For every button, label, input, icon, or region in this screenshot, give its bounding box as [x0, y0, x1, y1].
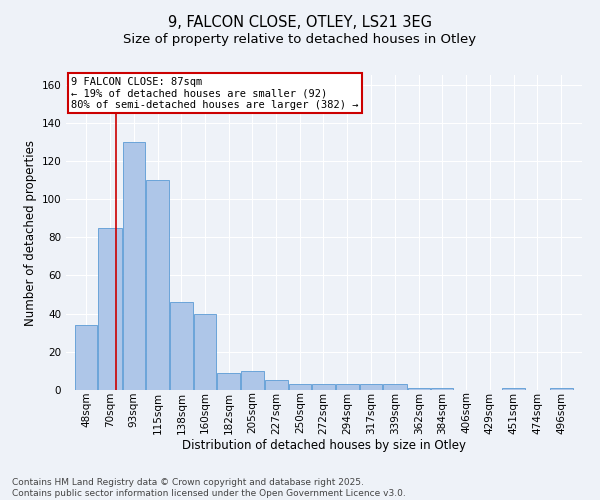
- Bar: [265, 380, 288, 390]
- Bar: [502, 388, 526, 390]
- Bar: [98, 228, 122, 390]
- Bar: [289, 384, 311, 390]
- Bar: [407, 388, 430, 390]
- Bar: [335, 384, 359, 390]
- Text: Size of property relative to detached houses in Otley: Size of property relative to detached ho…: [124, 32, 476, 46]
- Bar: [217, 373, 241, 390]
- Text: Contains HM Land Registry data © Crown copyright and database right 2025.
Contai: Contains HM Land Registry data © Crown c…: [12, 478, 406, 498]
- Bar: [360, 384, 382, 390]
- Y-axis label: Number of detached properties: Number of detached properties: [24, 140, 37, 326]
- Bar: [241, 371, 264, 390]
- Bar: [194, 314, 216, 390]
- X-axis label: Distribution of detached houses by size in Otley: Distribution of detached houses by size …: [182, 439, 466, 452]
- Bar: [550, 388, 573, 390]
- Text: 9, FALCON CLOSE, OTLEY, LS21 3EG: 9, FALCON CLOSE, OTLEY, LS21 3EG: [168, 15, 432, 30]
- Text: 9 FALCON CLOSE: 87sqm
← 19% of detached houses are smaller (92)
80% of semi-deta: 9 FALCON CLOSE: 87sqm ← 19% of detached …: [71, 76, 359, 110]
- Bar: [170, 302, 193, 390]
- Bar: [312, 384, 335, 390]
- Bar: [383, 384, 407, 390]
- Bar: [146, 180, 169, 390]
- Bar: [122, 142, 145, 390]
- Bar: [75, 325, 97, 390]
- Bar: [431, 388, 454, 390]
